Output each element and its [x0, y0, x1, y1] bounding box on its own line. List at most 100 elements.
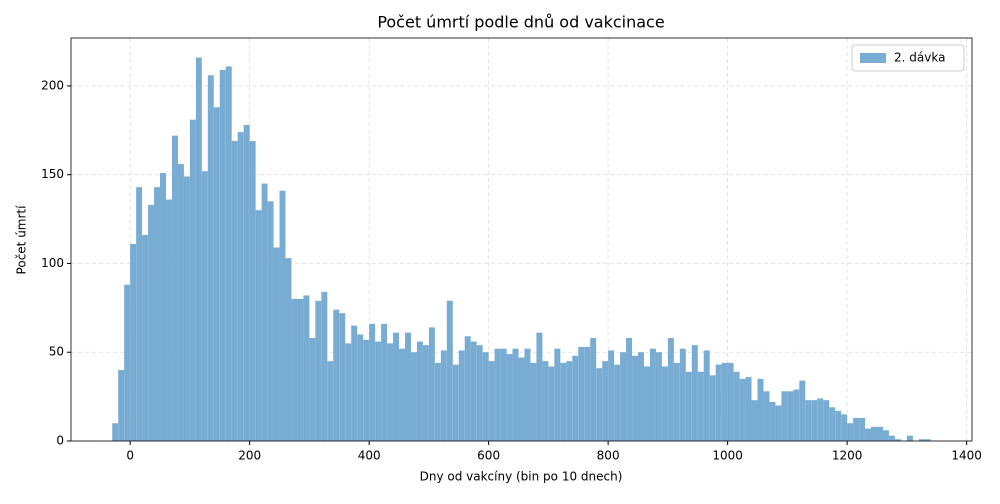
histogram-bar: [422, 345, 429, 441]
histogram-bar: [841, 414, 848, 441]
histogram-bar: [638, 352, 644, 441]
histogram-bar: [183, 176, 190, 441]
histogram-bar: [177, 164, 184, 441]
histogram-bar: [691, 345, 698, 441]
histogram-bar: [488, 361, 495, 441]
histogram-bar: [363, 339, 370, 441]
histogram-bar: [369, 323, 376, 441]
histogram-bar: [434, 362, 441, 441]
chart-title: Počet úmrtí podle dnů od vakcinace: [377, 13, 664, 32]
histogram-bar: [721, 362, 728, 441]
x-tick-label: 800: [597, 449, 620, 463]
histogram-bar: [572, 355, 579, 441]
histogram-bar: [799, 380, 806, 441]
plot-frame: [70, 37, 973, 442]
histogram-bar: [763, 391, 770, 441]
histogram-bar: [452, 364, 459, 441]
histogram-bar: [751, 400, 758, 441]
x-axis-label: Dny od vakcíny (bin po 10 dnech): [420, 470, 623, 484]
histogram-bar: [661, 366, 668, 441]
histogram-bar: [345, 343, 352, 441]
y-tick-label: 50: [49, 345, 64, 359]
histogram-bar: [655, 352, 662, 441]
histogram-bar: [709, 375, 716, 441]
histogram-bar: [333, 309, 340, 441]
histogram-bar: [500, 348, 507, 441]
histogram-bar: [315, 300, 322, 441]
histogram-bar: [679, 348, 686, 441]
histogram-bar: [165, 199, 172, 441]
histogram-bar: [267, 201, 274, 441]
histogram-bar: [632, 355, 639, 441]
x-tick-label: 600: [477, 449, 500, 463]
histogram-bar: [787, 391, 794, 441]
histogram-bar: [865, 428, 872, 441]
histogram-bar: [626, 338, 633, 441]
histogram-bar: [243, 124, 250, 442]
histogram-bar: [130, 243, 137, 441]
histogram-bar: [237, 132, 244, 441]
histogram-bar: [793, 389, 800, 441]
histogram-bar: [888, 435, 895, 441]
y-axis-label: Počet úmrtí: [15, 205, 29, 275]
histogram-bar: [404, 332, 411, 441]
histogram-bar: [464, 336, 471, 441]
histogram-bar: [351, 325, 358, 441]
histogram-bar: [829, 407, 836, 441]
histogram-bar: [775, 405, 782, 441]
histogram-bar: [399, 348, 405, 441]
histogram-bar: [416, 341, 423, 441]
histogram-bar: [542, 361, 549, 441]
histogram-bar: [201, 171, 208, 441]
histogram-bar: [387, 343, 394, 441]
histogram-bar: [112, 423, 119, 441]
histogram-bar: [375, 341, 382, 441]
histogram-bar: [255, 210, 262, 441]
histogram-bar: [124, 284, 131, 441]
y-tick-label: 0: [56, 434, 64, 448]
histogram-bar: [225, 66, 232, 442]
histogram-bar: [918, 439, 925, 441]
histogram-bar: [560, 362, 567, 441]
histogram-bar: [649, 348, 656, 441]
histogram-bar: [805, 400, 812, 441]
x-tick-label: 1200: [832, 449, 863, 463]
histogram-bar: [410, 352, 417, 441]
y-tick-label: 150: [41, 167, 64, 181]
histogram-bar: [458, 350, 465, 441]
histogram-bar: [249, 140, 256, 441]
histogram-bar: [823, 400, 830, 441]
histogram-bar: [643, 366, 650, 441]
x-tick-label: 0: [126, 449, 134, 463]
histogram-bar: [703, 350, 710, 441]
histogram-bar: [733, 371, 740, 441]
histogram-bar: [894, 439, 901, 441]
histogram-bar: [596, 368, 603, 441]
histogram-bar: [739, 378, 746, 441]
y-tick-label: 200: [41, 78, 64, 92]
histogram-bar: [524, 348, 531, 441]
histogram-bar: [261, 183, 268, 441]
histogram-bar: [853, 417, 860, 441]
histogram-bar: [213, 107, 220, 441]
histogram-bar: [219, 69, 226, 442]
histogram-bar: [231, 140, 238, 441]
histogram-bar: [273, 247, 280, 441]
histogram-bar: [554, 348, 561, 441]
histogram-bar: [291, 298, 298, 441]
histogram-bar: [906, 435, 913, 441]
histogram-bar: [285, 258, 292, 441]
histogram-bar: [482, 352, 489, 441]
x-tick-label: 1000: [712, 449, 743, 463]
histogram-bar: [924, 439, 931, 441]
histogram-bar: [136, 187, 143, 441]
histogram-bar: [608, 350, 615, 441]
histogram-bar: [518, 357, 525, 441]
histogram-bar: [440, 350, 447, 441]
histogram-bar: [727, 362, 734, 441]
legend-label: 2. dávka: [894, 51, 945, 65]
histogram-bar: [548, 366, 555, 441]
x-tick-label: 200: [238, 449, 261, 463]
histogram-bar: [877, 426, 883, 441]
histogram-bar: [494, 348, 501, 441]
